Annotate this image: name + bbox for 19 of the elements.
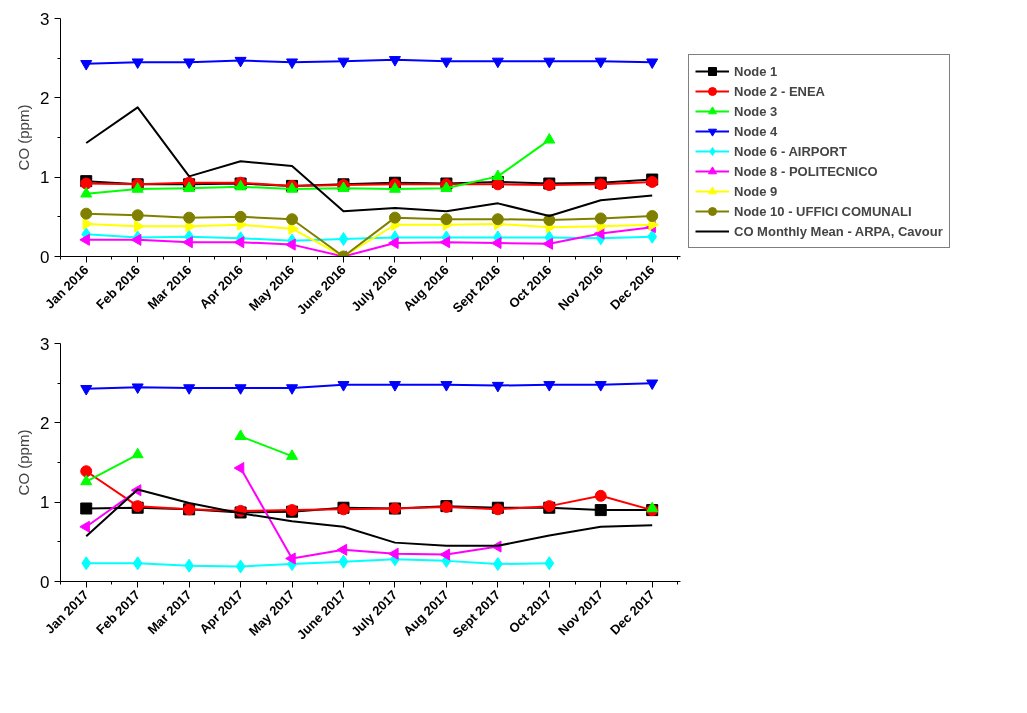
legend-label: Node 9	[734, 183, 778, 199]
y-axis-title: CO (ppm)	[15, 429, 33, 496]
y-tick-label: 0	[40, 247, 50, 267]
y-tick-label: 2	[40, 88, 50, 108]
legend-label: Node 6 - AIRPORT	[734, 143, 847, 159]
legend-label: Node 10 - UFFICI COMUNALI	[734, 203, 912, 219]
legend-label: Node 8 - POLITECNICO	[734, 163, 878, 179]
legend-label: Node 1	[734, 63, 778, 79]
y-tick-label: 0	[40, 572, 50, 592]
legend-label: Node 3	[734, 103, 778, 119]
y-tick-label: 1	[40, 493, 50, 513]
y-tick-label: 3	[40, 9, 50, 29]
y-tick-label: 2	[40, 413, 50, 433]
y-tick-label: 1	[40, 168, 50, 188]
legend-label: Node 2 - ENEA	[734, 83, 826, 99]
y-axis-title: CO (ppm)	[15, 104, 33, 171]
legend-label: CO Monthly Mean - ARPA, Cavour	[734, 223, 943, 239]
y-tick-label: 3	[40, 334, 50, 354]
legend-label: Node 4	[734, 123, 778, 139]
